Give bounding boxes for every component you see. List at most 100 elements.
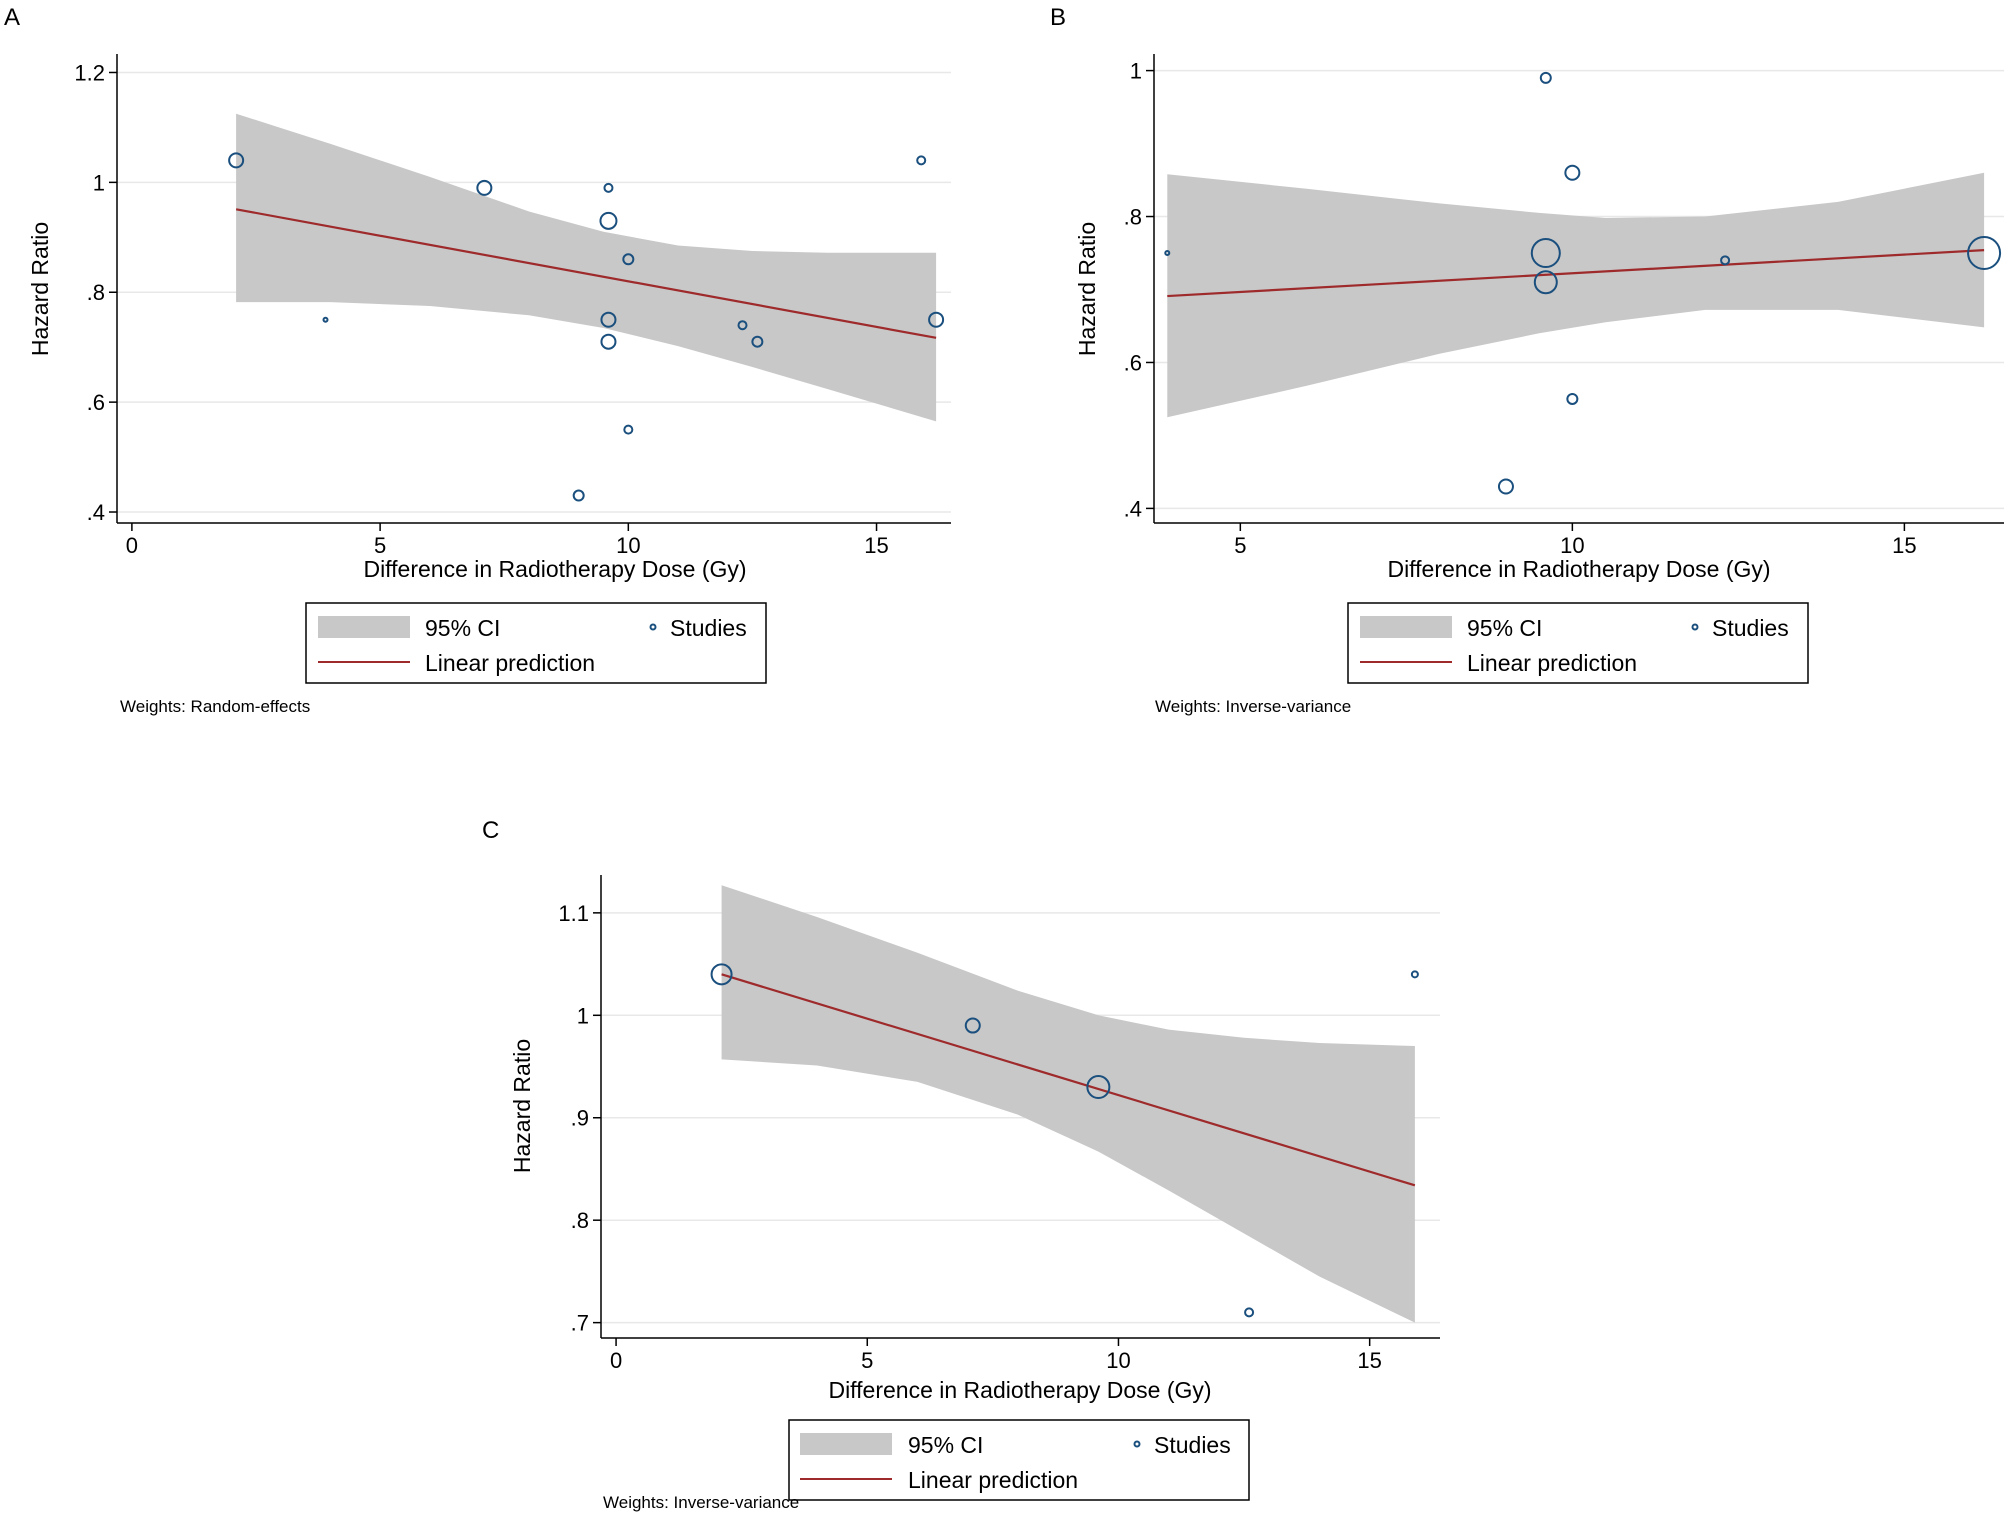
- panel-a-x-axis-title: Difference in Radiotherapy Dose (Gy): [363, 556, 746, 582]
- panel-b-y-tick-label: .6: [1124, 350, 1142, 375]
- panel-a-ci-area: [236, 113, 937, 422]
- panel-c-legend-ci-label: 95% CI: [908, 1432, 983, 1458]
- panel-c-legend-ci-swatch: [800, 1433, 892, 1455]
- panel-c-y-tick-label: 1: [577, 1003, 589, 1028]
- panel-a-study-point: [228, 152, 245, 169]
- panel-b-legend-ci-label: 95% CI: [1467, 615, 1542, 641]
- panel-b-fit-line: [1167, 248, 1985, 298]
- panel-a-weights-note: Weights: Random-effects: [120, 697, 310, 716]
- panel-a-legend-studies-label: Studies: [670, 615, 747, 641]
- panel-c-x-axis-title: Difference in Radiotherapy Dose (Gy): [828, 1377, 1211, 1403]
- panel-c-ci-band: [721, 885, 1415, 1323]
- panel-c-legend: 95% CI Studies Linear prediction: [788, 1419, 1250, 1501]
- panel-a-letter: A: [4, 4, 20, 31]
- panel-c-axes: .7 .8 .9 1 1.1 0 5 10 15: [558, 875, 1440, 1373]
- panel-a-study-point: [476, 179, 493, 196]
- panel-a-y-tick-label: 1: [93, 170, 105, 195]
- panel-b-legend-line-label: Linear prediction: [1467, 650, 1637, 676]
- panel-b-prediction-line: [1167, 248, 1985, 298]
- panel-c-y-tick-label: .9: [571, 1106, 589, 1131]
- panel-a-x-tick-label: 15: [864, 533, 888, 558]
- panel-b: B .4.6.815 10 15 Difference in Radiotherap…: [1050, 4, 2004, 716]
- panel-a-x-tick-label: 0: [126, 533, 138, 558]
- panel-b-weights-note: Weights: Inverse-variance: [1155, 697, 1351, 716]
- panel-c-weights-note: Weights: Inverse-variance: [603, 1493, 799, 1512]
- panel-a-study-point: [916, 155, 927, 166]
- panel-a-y-tick-label: 1.2: [74, 60, 105, 85]
- panel-a-study-point: [600, 311, 617, 328]
- panel-a-study-point: [603, 182, 614, 193]
- panel-b-y-tick-label: .4: [1124, 496, 1142, 521]
- panel-b-study-point: [1497, 478, 1514, 495]
- panel-a-y-tick-label: .6: [87, 390, 105, 415]
- panel-b-legend-studies-label: Studies: [1712, 615, 1789, 641]
- panel-b-study-point: [1530, 238, 1561, 269]
- panel-c-x-tick-label: 15: [1357, 1348, 1381, 1373]
- panel-c-y-tick-label: .8: [571, 1208, 589, 1233]
- panel-a-legend: 95% CI Studies Linear prediction: [305, 602, 767, 684]
- panel-c-legend-studies-label: Studies: [1154, 1432, 1231, 1458]
- panel-a-y-tick-label: .4: [87, 500, 105, 525]
- panel-a-prediction-line: [235, 208, 937, 339]
- panel-a-study-point: [600, 333, 617, 350]
- panel-a-x-tick-label: 10: [616, 533, 640, 558]
- panel-b-study-point: [1539, 71, 1552, 84]
- panel-c-legend-studies-marker: [1133, 1440, 1141, 1448]
- panel-a-legend-ci-label: 95% CI: [425, 615, 500, 641]
- panel-b-x-tick-label: 10: [1560, 533, 1584, 558]
- panel-b-y-tick-label: 1: [1130, 59, 1142, 84]
- panel-a-ci-band: [236, 113, 937, 422]
- panel-c-study-point: [710, 963, 733, 986]
- panel-a-legend-line-label: Linear prediction: [425, 650, 595, 676]
- panel-a-study-points: [228, 152, 945, 502]
- panel-c-study-points: [710, 963, 1419, 1318]
- panel-b-ci-area: [1167, 172, 1985, 418]
- panel-c-x-tick-label: 0: [610, 1348, 622, 1373]
- panel-c-prediction-line: [721, 973, 1416, 1187]
- panel-a-study-point: [322, 316, 329, 323]
- panel-b-study-point: [1566, 392, 1579, 405]
- panel-a-study-point: [572, 489, 585, 502]
- panel-b-x-tick-label: 15: [1892, 533, 1916, 558]
- panel-c-study-point: [1086, 1075, 1111, 1100]
- panel-c-study-point: [1410, 970, 1419, 979]
- panel-b-legend-studies-marker: [1691, 623, 1699, 631]
- panel-c-x-tick-label: 5: [861, 1348, 873, 1373]
- panel-c-fit-line: [721, 973, 1416, 1187]
- panel-a-axes: .4 .6 .8 1 1.2 0 5 10 15: [74, 54, 951, 558]
- panel-a: A .4 .6 .8 1 1.2 0 5 10 15 Difference in Radioth…: [4, 4, 951, 716]
- panel-b-x-axis-title: Difference in Radiotherapy Dose (Gy): [1387, 556, 1770, 582]
- panel-c-y-axis-title: Hazard Ratio: [509, 1039, 535, 1173]
- panel-b-study-points: [1164, 71, 2002, 495]
- panel-b-y-axis-title: Hazard Ratio: [1074, 222, 1100, 356]
- panel-c-x-tick-label: 10: [1106, 1348, 1130, 1373]
- panel-b-axes: .4.6.815 10 15: [1124, 54, 2004, 558]
- panel-a-y-axis-title: Hazard Ratio: [27, 222, 53, 356]
- panel-c-y-tick-label: .7: [571, 1311, 589, 1336]
- panel-b-study-point: [1533, 270, 1558, 295]
- panel-a-study-point: [622, 253, 635, 266]
- panel-c-legend-line-label: Linear prediction: [908, 1467, 1078, 1493]
- panel-a-study-point: [751, 335, 764, 348]
- panel-a-study-point: [599, 211, 618, 230]
- panel-a-x-tick-label: 5: [374, 533, 386, 558]
- panel-a-study-point: [737, 320, 748, 331]
- panel-b-ci-band: [1167, 172, 1985, 418]
- panel-a-fit-line: [235, 208, 937, 339]
- panel-c-letter: C: [482, 817, 499, 844]
- panel-b-legend-ci-swatch: [1360, 616, 1452, 638]
- panel-c-study-point: [964, 1017, 981, 1034]
- panel-b-study-point: [1564, 164, 1581, 181]
- panel-a-y-tick-label: .8: [87, 280, 105, 305]
- panel-c-study-point: [1244, 1307, 1255, 1318]
- panel-b-legend: 95% CI Studies Linear prediction: [1347, 602, 1809, 684]
- panel-c-ci-area: [721, 885, 1415, 1323]
- panel-a-study-point: [928, 311, 945, 328]
- panel-a-legend-studies-marker: [649, 623, 657, 631]
- panel-b-y-tick-label: .8: [1124, 205, 1142, 230]
- panel-a-study-point: [623, 424, 634, 435]
- panel-b-x-tick-label: 5: [1234, 533, 1246, 558]
- panel-b-study-point: [1720, 255, 1731, 266]
- panel-c: C .7 .8 .9 1 1.1 0 5 10 15 Difference in Radioth…: [482, 817, 1440, 1512]
